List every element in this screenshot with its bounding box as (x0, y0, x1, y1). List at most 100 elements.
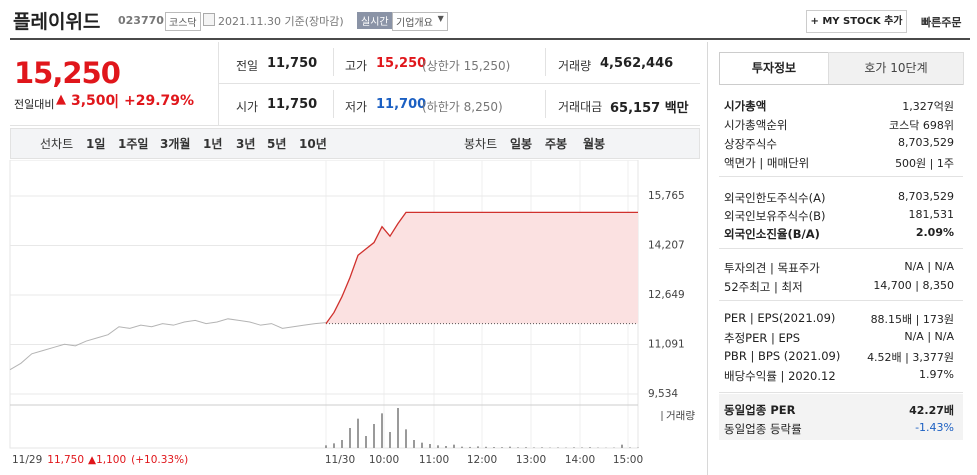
price-line (325, 211, 638, 324)
quick-order[interactable]: 빠른주문 (921, 16, 962, 29)
item-value: 11,700 (376, 97, 427, 112)
period-tab[interactable]: 10년 (299, 137, 327, 151)
volume-bar (333, 443, 335, 448)
period-tab[interactable]: 3년 (236, 137, 256, 151)
divider (719, 392, 963, 393)
volume-bar (493, 447, 495, 448)
info-value: 181,531 (908, 208, 955, 221)
info-label: 상장주식수 (724, 137, 777, 151)
item-value: 15,250 (376, 56, 427, 71)
industry-box (719, 394, 963, 440)
info-value: 코스닥 698위 (889, 119, 954, 132)
prev-day-line (9, 318, 327, 371)
volume-bar (437, 445, 439, 448)
divider (545, 90, 546, 118)
volume-bar (445, 446, 447, 448)
panel-border (707, 42, 708, 475)
item-label: 저가 (345, 100, 368, 114)
tab-group-label: 봉차트 (464, 137, 498, 151)
info-row: 시가총액순위 코스닥 698위 (724, 117, 954, 133)
info-value: 8,703,529 (898, 190, 954, 203)
info-label: 동일업종 등락률 (724, 422, 802, 436)
date: 2021.11.30 기준(장마감) (218, 15, 344, 28)
item-label: 전일 (236, 59, 259, 73)
item-value: 65,157 백만 (610, 101, 689, 116)
info-label: 시가총액순위 (724, 118, 788, 132)
info-value: 1.97% (919, 368, 954, 381)
volume-bar (589, 447, 591, 448)
change: 3,500 (71, 93, 116, 109)
volume-bar (357, 418, 359, 448)
tab-group-label: 선차트 (40, 137, 74, 151)
volume-bar (621, 444, 623, 448)
volume-bar (541, 447, 543, 448)
candle-tab[interactable]: 주봉 (545, 137, 568, 151)
divider (545, 48, 546, 76)
item-label: 시가 (236, 100, 259, 114)
info-label: 시가총액 (724, 99, 767, 113)
info-label: 추정PER | EPS (724, 331, 801, 345)
divider (719, 84, 963, 85)
info-value: 8,703,529 (898, 136, 954, 149)
divider (218, 83, 700, 84)
info-row: 외국인소진율(B/A) 2.09% (724, 226, 954, 242)
info-label: 외국인소진율(B/A) (724, 227, 820, 241)
volume-bar (365, 436, 367, 448)
info-value: N/A | N/A (904, 330, 954, 343)
volume-bar (485, 446, 487, 448)
change-label: 전일대비 (14, 98, 55, 111)
price: 15,250 (14, 56, 121, 90)
item-value: 11,750 (267, 97, 318, 112)
info-row: PER | EPS(2021.09) 88.15배 | 173원 (724, 311, 954, 326)
info-row: 52주최고 | 최저 14,700 | 8,350 (724, 279, 954, 295)
candle-tab[interactable]: 일봉 (510, 137, 533, 151)
change-pct: | +29.79% (114, 93, 195, 109)
info-row: 동일업종 PER 42.27배 (724, 402, 954, 418)
info-value: 14,700 | 8,350 (873, 279, 954, 292)
volume-bar (557, 447, 559, 448)
info-row: 외국인한도주식수(A) 8,703,529 (724, 190, 954, 206)
y-tick-label: 15,765 (648, 190, 685, 202)
period-tab[interactable]: 3개월 (160, 137, 191, 151)
volume-bar (341, 440, 343, 448)
company-label: 기업개요 (396, 18, 433, 29)
company-dropdown[interactable]: 기업개요 ▼ (392, 12, 448, 31)
info-label: 외국인한도주식수(A) (724, 191, 826, 205)
info-value: 500원 | 1주 (895, 157, 954, 170)
orderbook-tab[interactable]: 호가 10단계 (828, 52, 964, 85)
x-tick-label: 15:00 (613, 454, 643, 466)
info-value: 42.27배 (909, 404, 954, 417)
x-tick-label: 13:00 (516, 454, 546, 466)
x-tick-label: 14:00 (565, 454, 595, 466)
mystock-button[interactable]: + MY STOCK 추가 (806, 10, 907, 33)
period-tab[interactable]: 1일 (86, 137, 106, 151)
change-pct-value: +29.79% (124, 93, 195, 109)
volume-bar (629, 447, 631, 448)
volume-bar (477, 446, 479, 448)
period-tab[interactable]: 1주일 (118, 137, 149, 151)
info-tab[interactable]: 투자정보 (719, 52, 829, 84)
info-value: 4.52배 | 3,377원 (867, 351, 954, 364)
divider (719, 300, 963, 301)
info-label: 동일업종 PER (724, 403, 796, 417)
period-tab[interactable]: 5년 (267, 137, 287, 151)
chart: 15,765 14,207 12,649 11,091 9,534 거래량 11/30 10:… (9, 160, 695, 466)
item-label: 거래량 (558, 59, 592, 73)
dropdown-arrow: ▼ (437, 14, 444, 23)
item-value: 11,750 (267, 56, 318, 71)
x-tick-label: 11/30 (325, 454, 355, 466)
calendar-icon (203, 13, 215, 26)
market-badge: 코스닥 (165, 12, 201, 31)
info-row: 투자의견 | 목표주가 N/A | N/A (724, 260, 954, 276)
info-row: 액면가 | 매매단위 500원 | 1주 (724, 155, 954, 171)
volume-bar (405, 429, 407, 448)
y-tick-label: 14,207 (648, 240, 685, 252)
info-value: 88.15배 | 173원 (870, 313, 954, 326)
volume-bar (573, 447, 575, 448)
period-tab[interactable]: 1년 (203, 137, 223, 151)
info-label: 배당수익률 | 2020.12 (724, 369, 836, 383)
divider (10, 125, 700, 126)
realtime-badge[interactable]: 실시간 (357, 12, 393, 29)
candle-tab[interactable]: 월봉 (583, 137, 606, 151)
volume-bar (381, 413, 383, 448)
